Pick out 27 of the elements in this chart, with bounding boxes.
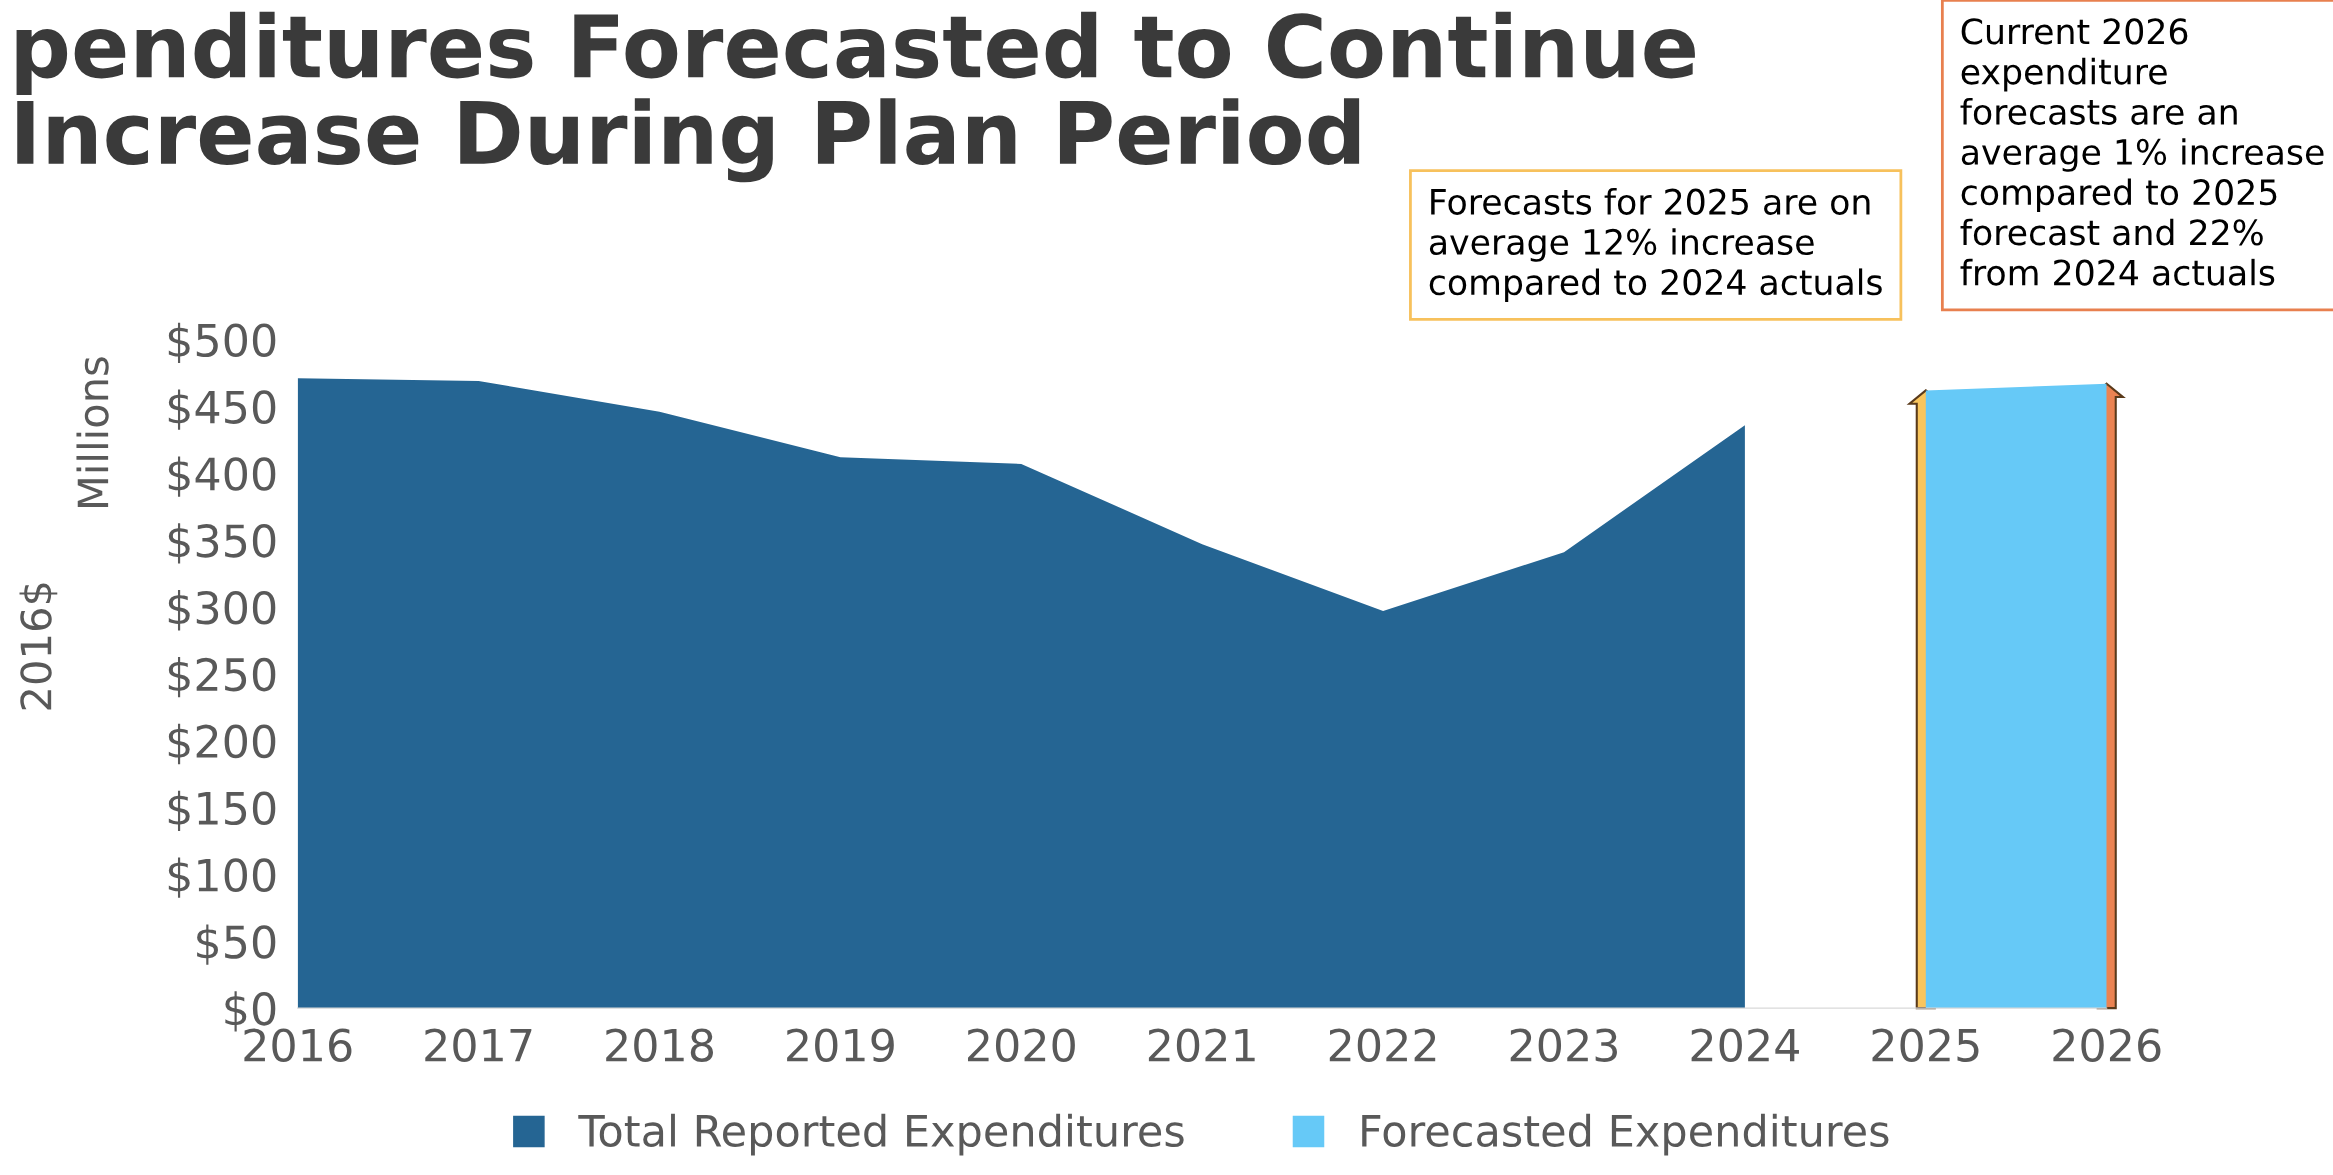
annotation: Forecasts for 2025 are on average 12% increase compared to 2024 actuals [1429, 188, 1882, 303]
x-tick-label: 2024 [1691, 1028, 1799, 1062]
y-tick-label: $500 [168, 322, 276, 363]
y-tick-label: $200 [168, 723, 276, 765]
y-axis-title: Millions [76, 357, 109, 508]
y-tick-label: $100 [168, 857, 276, 898]
y-tick-label: $350 [168, 523, 276, 564]
y-tick-label: $50 [197, 924, 276, 965]
x-tick-label: 2020 [968, 1028, 1075, 1062]
x-tick-label: 2021 [1148, 1028, 1255, 1062]
chart-title: penditures Forecasted to Continue Increase During Plan Period [16, 11, 1695, 183]
x-tick-label: 2017 [425, 1028, 532, 1062]
x-tick-label: 2018 [606, 1028, 713, 1062]
annotation: Current 2026 expenditure forecasts are an average 1% increase compared to 2025 forecast and 22% from 2024 actuals [1960, 18, 2324, 286]
x-tick-label: 2023 [1510, 1028, 1617, 1062]
legend-label: Total Reported Expenditures [578, 1113, 1184, 1156]
y-tick-label: $150 [168, 790, 276, 831]
y-tick-label: $300 [168, 590, 276, 631]
y-tick-label: $250 [168, 656, 276, 698]
y-tick-label: $400 [168, 456, 276, 497]
x-tick-label: 2025 [1872, 1028, 1979, 1062]
x-tick-label: 2022 [1329, 1028, 1436, 1062]
y-tick-label: $450 [168, 389, 276, 430]
x-tick-label: 2019 [787, 1028, 894, 1062]
x-tick-label: 2026 [2053, 1028, 2161, 1062]
legend-label: Forecasted Expenditures [1362, 1113, 1889, 1156]
text: 2016$ [19, 583, 58, 710]
